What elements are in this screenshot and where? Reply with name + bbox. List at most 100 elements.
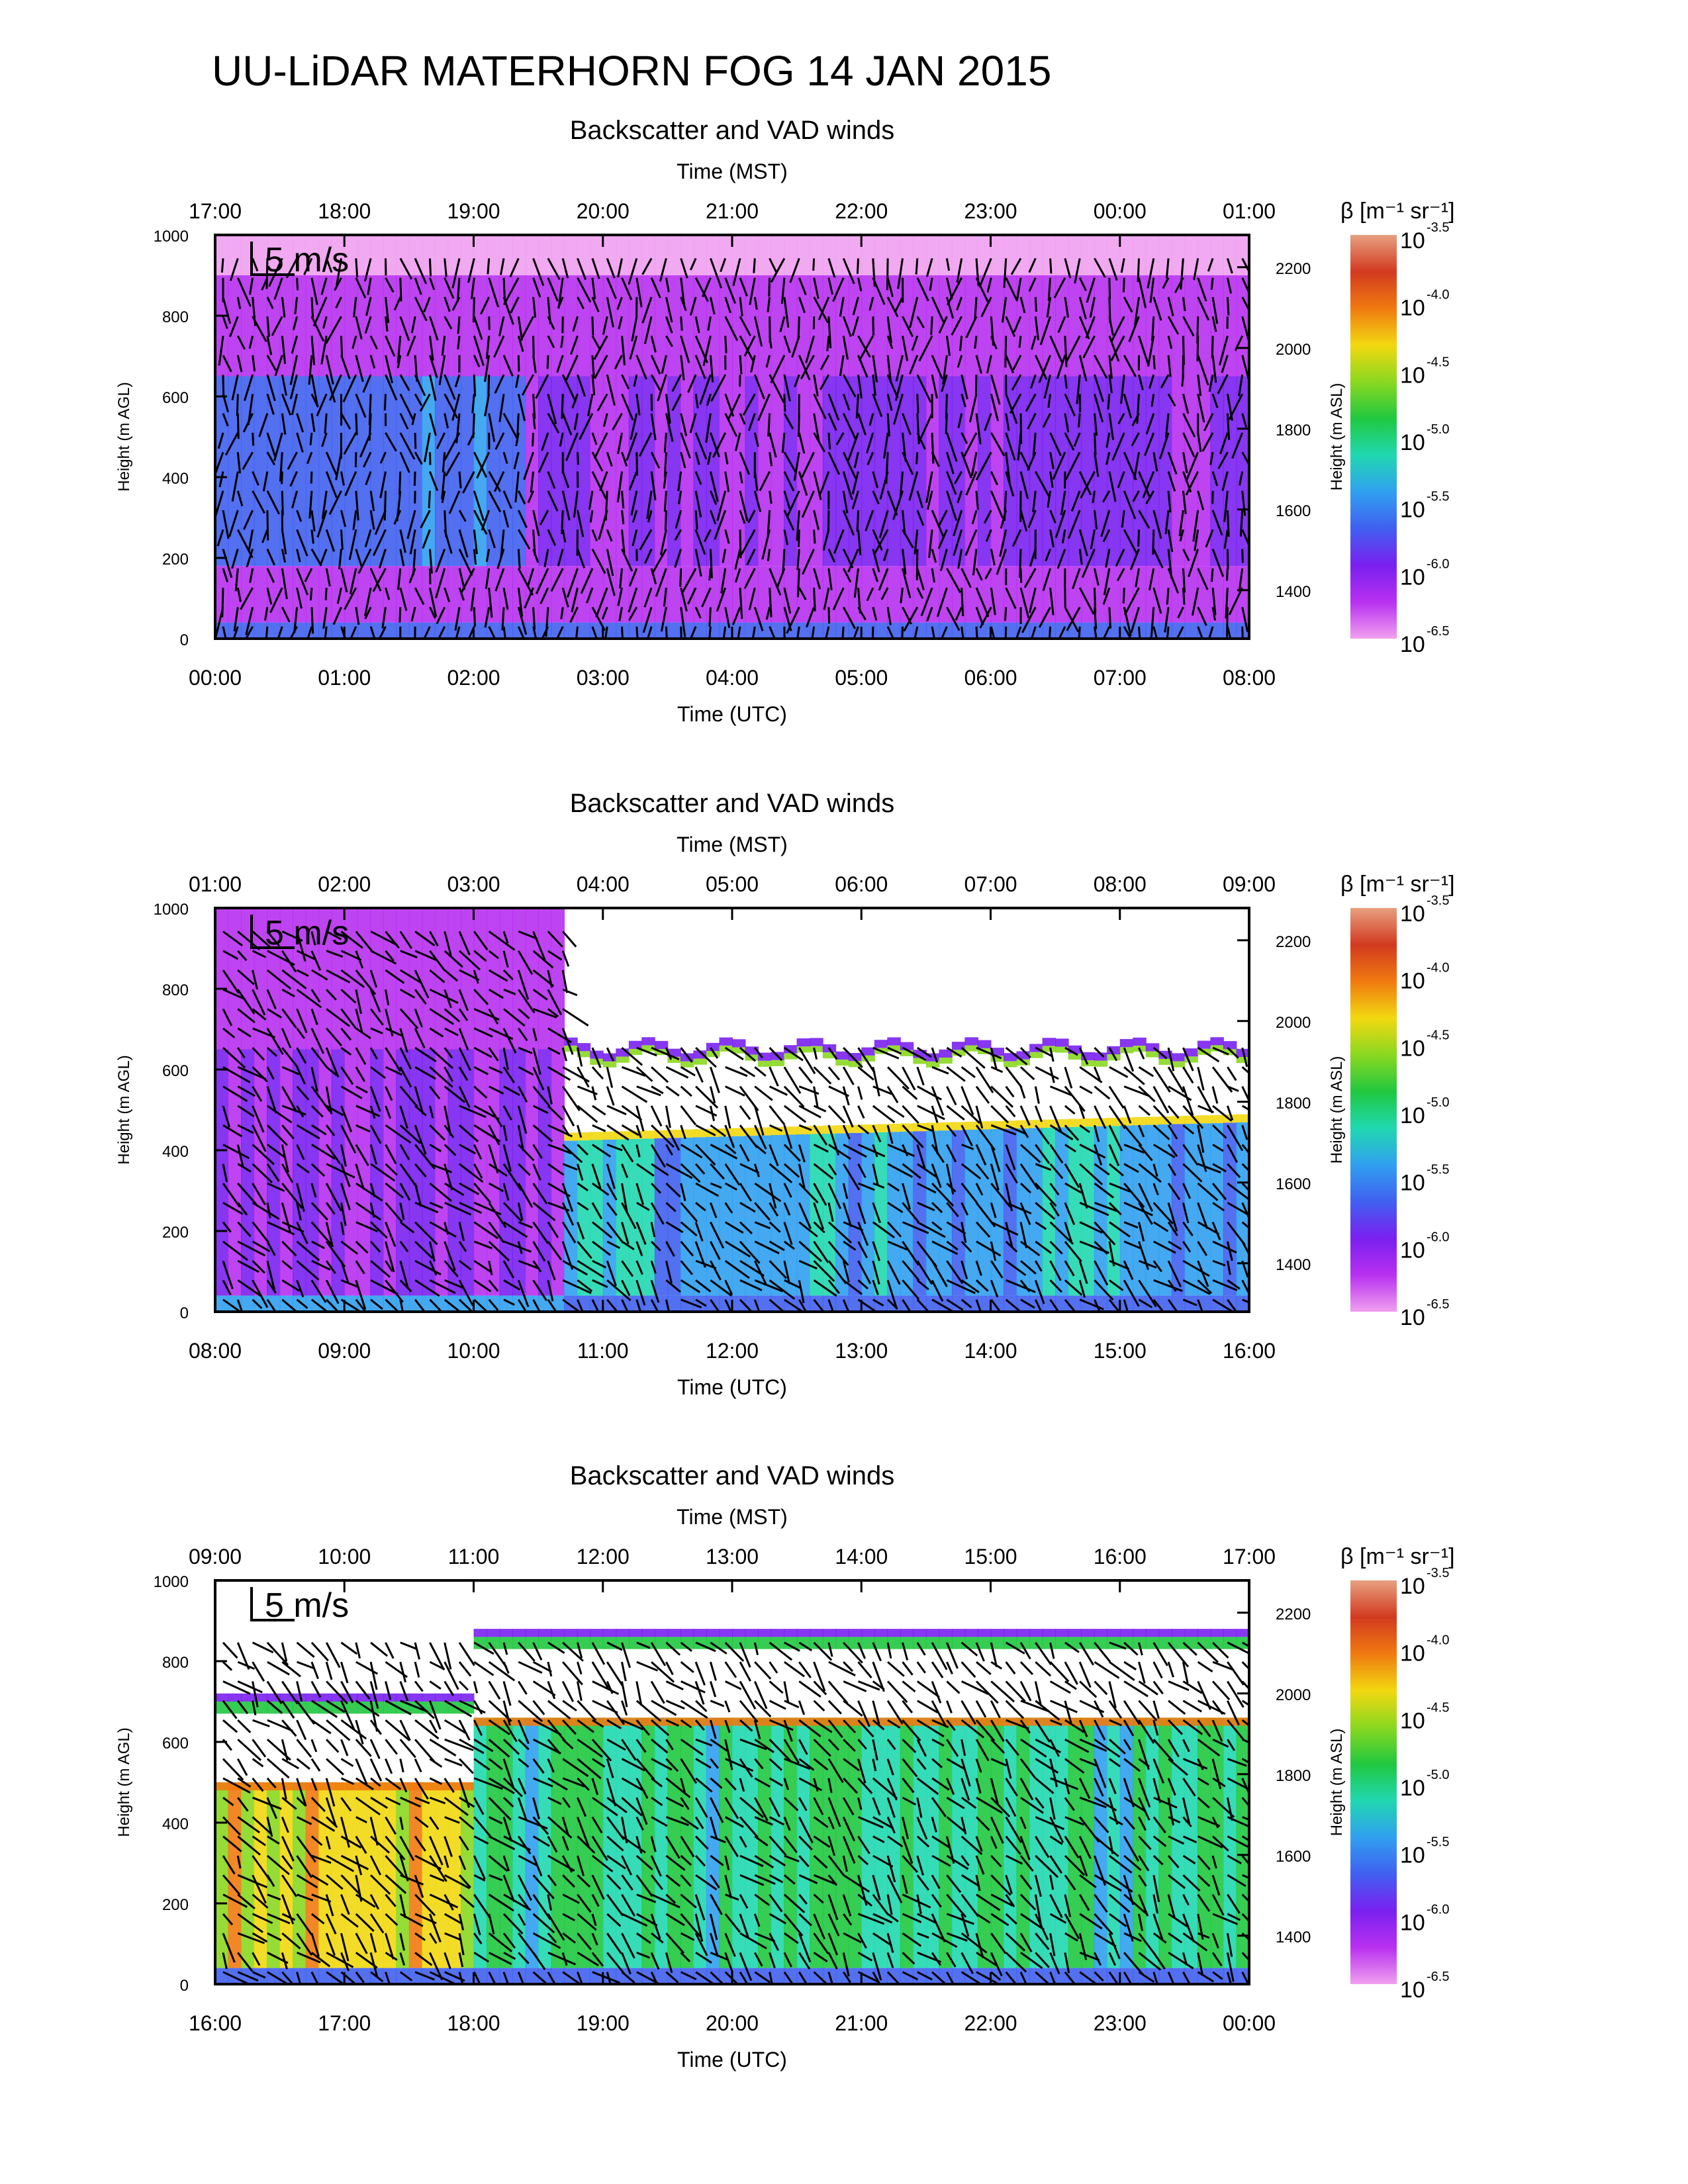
wind-arrow	[397, 568, 402, 590]
wind-arrow	[310, 1933, 320, 1958]
wind-arrow	[1064, 1124, 1080, 1141]
wind-arrow	[712, 432, 727, 458]
wind-arrow	[1241, 1105, 1249, 1111]
wind-arrow	[488, 1124, 500, 1146]
wind-arrow	[459, 1816, 475, 1831]
wind-arrow	[547, 1298, 557, 1312]
wind-arrow	[1064, 1144, 1077, 1153]
wind-arrow	[236, 587, 242, 602]
wind-arrow	[325, 568, 331, 587]
wind-arrow	[798, 1240, 822, 1263]
wind-arrow	[990, 1971, 1002, 1981]
wind-arrow	[273, 277, 283, 300]
wind-arrow	[1060, 490, 1066, 516]
wind-arrow	[349, 568, 357, 595]
wind-arrow	[857, 1680, 880, 1691]
wind-arrow	[886, 393, 893, 411]
top-tick-label: 19:00	[447, 199, 500, 223]
wind-arrow	[518, 1027, 528, 1042]
y-axis-label: Height (m AGL)	[115, 382, 133, 491]
wind-arrow	[1064, 1680, 1077, 1690]
wind-arrow	[754, 1066, 767, 1077]
wind-arrow	[1049, 1279, 1062, 1293]
y2-tick-label: 1600	[1276, 1175, 1311, 1193]
wind-arrow	[916, 1758, 927, 1770]
wind-arrow	[485, 336, 491, 359]
wind-arrow	[1031, 336, 1037, 350]
wind-arrow	[1003, 490, 1008, 521]
wind-arrow	[1078, 355, 1088, 381]
wind-arrow	[1123, 1260, 1134, 1281]
wind-arrow	[577, 1797, 587, 1817]
wind-arrow	[429, 1952, 444, 1981]
wind-arrow	[1138, 336, 1150, 367]
wind-arrow	[291, 490, 299, 509]
wind-arrow	[340, 989, 357, 1004]
wind-arrow	[739, 529, 742, 559]
wind-arrow	[724, 1240, 751, 1258]
wind-arrow	[532, 1952, 546, 1970]
wind-arrow	[281, 1680, 299, 1705]
wind-arrow	[1197, 374, 1202, 396]
wind-arrow	[428, 1241, 436, 1262]
wind-arrow	[473, 1893, 492, 1919]
x-tick-label: 05:00	[835, 666, 888, 690]
wind-arrow	[560, 336, 564, 348]
wind-arrow	[946, 1124, 957, 1137]
wind-arrow	[352, 510, 357, 530]
wind-arrow	[931, 1913, 946, 1942]
wind-arrow	[650, 413, 657, 441]
wind-arrow	[1142, 471, 1155, 498]
wind-arrow	[739, 1719, 753, 1732]
wind-arrow	[310, 548, 322, 567]
wind-arrow	[222, 510, 230, 539]
wind-arrow	[783, 587, 792, 614]
wind-arrow	[606, 1279, 632, 1302]
wind-arrow	[457, 316, 461, 334]
wind-arrow	[1223, 490, 1229, 522]
wind-arrow	[1167, 1105, 1180, 1119]
wind-arrow	[769, 1221, 781, 1233]
wind-arrow	[680, 1700, 708, 1719]
wind-arrow	[990, 490, 1004, 519]
backscatter-field	[215, 908, 1249, 1312]
wind-arrow	[353, 296, 357, 318]
wind-arrow	[813, 1144, 829, 1153]
wind-arrow	[651, 1240, 661, 1251]
wind-arrow	[857, 374, 863, 399]
wind-arrow	[369, 1047, 378, 1060]
wind-arrow	[1019, 1680, 1032, 1702]
wind-arrow	[843, 1221, 864, 1232]
wind-arrow	[562, 1163, 578, 1171]
wind-arrow	[429, 1777, 442, 1785]
wind-arrow	[252, 1719, 270, 1727]
wind-arrow	[1019, 1279, 1031, 1293]
wind-arrow	[281, 1047, 299, 1068]
wind-arrow	[325, 1279, 340, 1304]
wind-arrow	[606, 277, 617, 299]
wind-arrow	[414, 1221, 438, 1246]
wind-arrow	[399, 412, 409, 430]
wind-arrow	[365, 296, 372, 316]
wind-arrow	[1152, 1778, 1162, 1803]
x-tick-label: 16:00	[1223, 1339, 1276, 1363]
wind-arrow	[798, 1202, 812, 1230]
wind-arrow	[961, 1700, 976, 1725]
wind-arrow	[340, 1700, 355, 1730]
wind-arrow	[843, 1680, 867, 1692]
wind-arrow	[961, 588, 964, 617]
wind-arrow	[1166, 626, 1170, 639]
wind-arrow	[577, 1972, 583, 1984]
wind-arrow	[783, 1952, 792, 1968]
wind-arrow	[739, 1183, 752, 1202]
wind-arrow	[414, 1201, 439, 1214]
wind-arrow	[340, 1008, 357, 1029]
wind-arrow	[827, 1047, 838, 1060]
wind-arrow	[370, 931, 398, 946]
wind-arrow	[1049, 1105, 1062, 1133]
wind-arrow	[827, 1260, 847, 1285]
wind-arrow	[847, 432, 859, 461]
vector-key-icon	[250, 242, 295, 276]
wind-arrow	[488, 950, 499, 960]
wind-arrow	[502, 510, 510, 528]
